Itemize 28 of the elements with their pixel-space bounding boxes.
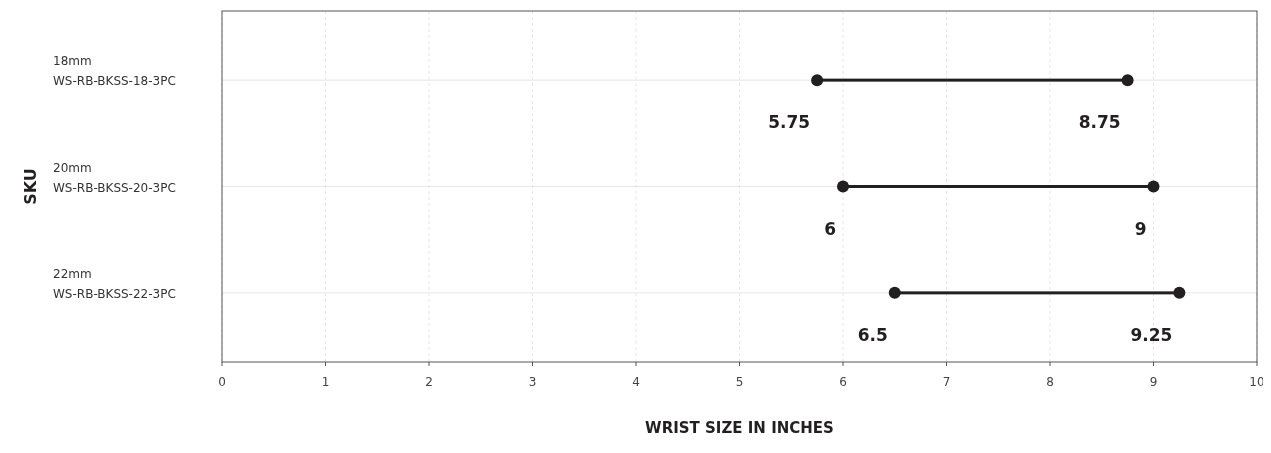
x-tick-label: 10 (1249, 375, 1265, 389)
data-label: 9.25 (1130, 324, 1173, 345)
data-label: 8.75 (1078, 112, 1121, 133)
x-tick-label: 0 (218, 375, 226, 389)
point (811, 74, 824, 87)
x-tick-label: 6 (839, 375, 847, 389)
x-tick-label: 5 (735, 375, 744, 389)
point (837, 180, 849, 193)
point (1147, 180, 1160, 193)
point (1121, 74, 1134, 87)
point (1173, 286, 1186, 299)
y-axis-title: SKU (21, 168, 40, 205)
y-tick-label: 22mm WS-RB-BKSS-22-3PC (53, 266, 176, 301)
y-tick-label: 18mm WS-RB-BKSS-18-3PC (53, 54, 176, 89)
x-tick-label: 7 (942, 375, 951, 389)
x-tick-label: 8 (1046, 375, 1054, 389)
x-tick-label: 2 (425, 375, 433, 389)
x-axis-title: WRIST SIZE IN INCHES (645, 419, 834, 437)
data-label: 9 (1134, 218, 1147, 239)
x-tick-label: 4 (632, 375, 640, 389)
x-tick-label: 1 (321, 375, 330, 389)
x-tick-label: 9 (1149, 375, 1158, 389)
data-label: 5.75 (768, 112, 811, 133)
point (888, 286, 901, 299)
data-label: 6 (824, 218, 836, 239)
y-tick-label: 20mm WS-RB-BKSS-20-3PC (53, 160, 176, 195)
data-label: 6.5 (857, 324, 888, 345)
x-tick-label: 3 (528, 375, 537, 389)
